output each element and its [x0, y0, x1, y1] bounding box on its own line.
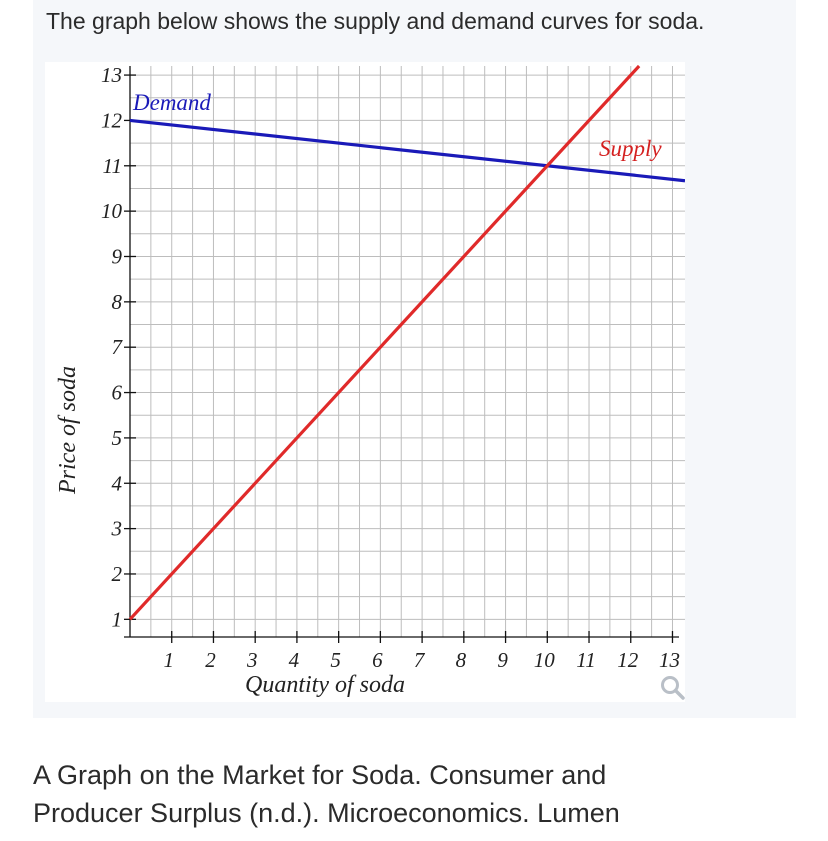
- legend-label-supply: Supply: [599, 136, 662, 161]
- y-tick-label: 6: [112, 381, 123, 405]
- y-tick-label: 7: [112, 335, 124, 359]
- x-tick-label: 10: [534, 648, 556, 672]
- x-tick-label: 6: [372, 648, 383, 672]
- series-line-demand: [129, 118, 685, 183]
- y-axis-title: Price of soda: [55, 366, 81, 495]
- series: [128, 64, 685, 621]
- y-tick-label: 13: [101, 63, 122, 87]
- y-tick-label: 8: [112, 290, 123, 314]
- grid: [130, 66, 685, 637]
- y-tick-label: 10: [101, 199, 123, 223]
- caption: A Graph on the Market for Soda. Consumer…: [33, 756, 793, 832]
- x-tick-label: 2: [205, 648, 216, 672]
- y-tick-label: 11: [103, 154, 122, 178]
- x-tick-label: 5: [330, 648, 341, 672]
- x-tick-label: 9: [497, 648, 508, 672]
- series-line-supply: [128, 64, 641, 621]
- magnifier-icon[interactable]: [658, 673, 688, 703]
- x-tick-label: 8: [456, 648, 467, 672]
- y-tick-label: 1: [112, 607, 123, 631]
- x-tick-label: 12: [617, 648, 639, 672]
- question-text: The graph below shows the supply and dem…: [46, 8, 705, 34]
- y-tick-label: 9: [112, 244, 123, 268]
- y-tick-label: 12: [101, 108, 123, 132]
- caption-line-1: A Graph on the Market for Soda. Consumer…: [33, 760, 607, 790]
- x-tick-label: 7: [414, 648, 426, 672]
- x-tick-label: 3: [246, 648, 258, 672]
- x-tick-label: 1: [163, 648, 174, 672]
- y-tick-label: 5: [112, 426, 123, 450]
- y-tick-label: 4: [112, 471, 123, 495]
- labels: Demand Supply Quantity of soda Price of sod…: [55, 90, 662, 698]
- y-tick-label: 3: [111, 517, 123, 541]
- y-tick-label: 2: [112, 562, 123, 586]
- x-tick-label: 11: [576, 648, 595, 672]
- legend-label-demand: Demand: [132, 90, 211, 115]
- x-tick-label: 4: [289, 648, 300, 672]
- caption-line-2: Producer Surplus (n.d.). Microeconomics.…: [33, 798, 620, 828]
- x-tick-label: 13: [659, 648, 680, 672]
- x-axis-title: Quantity of soda: [245, 672, 405, 698]
- supply-demand-chart: 1 2 3 4 5 6 7 8 9 10 11 12 13 1 2 3 4 5 6 7 8 9 10 11 12 13 Deman…: [45, 62, 685, 702]
